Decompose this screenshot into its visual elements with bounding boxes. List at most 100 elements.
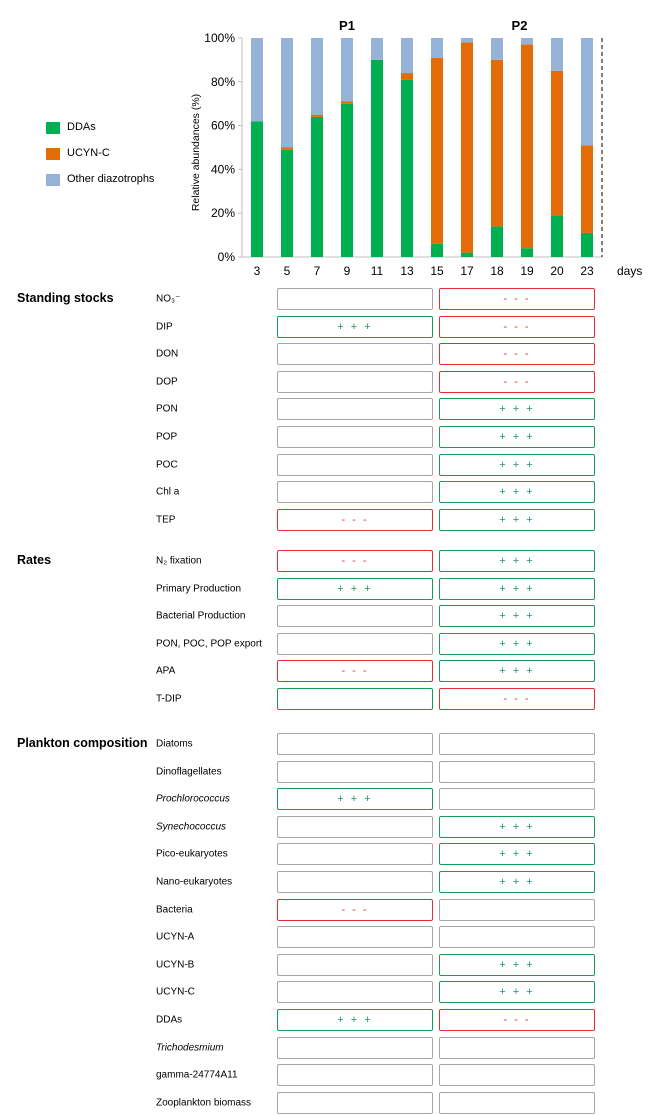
bar-ucyn-c-day-17 xyxy=(461,42,473,253)
legend-label: Other diazotrophs xyxy=(67,173,155,185)
row-label: DIP xyxy=(156,321,173,333)
row-label: Primary Production xyxy=(156,583,242,595)
x-tick-label: 3 xyxy=(254,264,261,278)
bar-ucyn-c-day-5 xyxy=(281,147,293,150)
bar-ddas-day-3 xyxy=(251,121,263,257)
bar-ddas-day-18 xyxy=(491,226,503,257)
bar-other-diazotrophs-day-18 xyxy=(491,38,503,60)
row-label: N₂ fixation xyxy=(156,555,202,567)
x-tick-label: 5 xyxy=(284,264,291,278)
cell-p1 xyxy=(277,1064,433,1086)
cell-p1 xyxy=(277,871,433,893)
cell-p2: + + + xyxy=(439,454,595,476)
cell-p1 xyxy=(277,1092,433,1114)
stacked-bar-chart: 0% 20% 40% 60% 80% 100% Relative abundances (%… xyxy=(190,18,642,278)
y-tick-label: 40% xyxy=(211,162,235,176)
chart-bars xyxy=(251,38,593,258)
cell-p1 xyxy=(277,954,433,976)
x-tick-label: 19 xyxy=(520,264,534,278)
row-label: Chl a xyxy=(156,486,180,498)
section-title: Plankton composition xyxy=(17,736,148,750)
bar-other-diazotrophs-day-5 xyxy=(281,38,293,148)
y-tick-label: 80% xyxy=(211,75,235,89)
cell-p2 xyxy=(439,926,595,948)
cell-p1 xyxy=(277,1037,433,1059)
row-label: Synechococcus xyxy=(156,821,227,833)
bar-ucyn-c-day-18 xyxy=(491,59,503,227)
cell-p2: + + + xyxy=(439,633,595,655)
cell-p1: - - - xyxy=(277,660,433,682)
row-label: UCYN-C xyxy=(156,986,195,998)
legend-swatch xyxy=(46,174,60,186)
row-label: Prochlorococcus xyxy=(156,793,230,805)
bar-ucyn-c-day-20 xyxy=(551,70,563,216)
cell-p2 xyxy=(439,761,595,783)
cell-p2: + + + xyxy=(439,816,595,838)
row-label: Pico-eukaryotes xyxy=(156,848,228,860)
row-label: NO₃⁻ xyxy=(156,293,181,305)
x-tick-label: 9 xyxy=(344,264,351,278)
row-label: Bacteria xyxy=(156,904,193,916)
bar-ucyn-c-day-13 xyxy=(401,73,413,80)
row-label: T-DIP xyxy=(156,693,182,705)
bar-other-diazotrophs-day-17 xyxy=(461,38,473,43)
bar-ucyn-c-day-15 xyxy=(431,57,443,244)
row-label: Dinoflagellates xyxy=(156,766,222,778)
cell-p2: + + + xyxy=(439,398,595,420)
row-label: PON xyxy=(156,403,178,415)
x-tick-label: 20 xyxy=(550,264,564,278)
row-label: PON, POC, POP export xyxy=(156,638,262,650)
bar-ucyn-c-day-9 xyxy=(341,101,353,104)
bar-ucyn-c-day-19 xyxy=(521,44,533,249)
cell-p2: - - - xyxy=(439,1009,595,1031)
legend-label: DDAs xyxy=(67,121,96,133)
cell-p1 xyxy=(277,426,433,448)
cell-p1 xyxy=(277,481,433,503)
cell-p2 xyxy=(439,788,595,810)
legend-label: UCYN-C xyxy=(67,147,110,159)
bar-ddas-day-9 xyxy=(341,103,353,257)
row-label: Diatoms xyxy=(156,738,193,750)
row-label: DON xyxy=(156,348,179,360)
cell-p2: + + + xyxy=(439,871,595,893)
row-label: TEP xyxy=(156,514,176,526)
cell-p1 xyxy=(277,343,433,365)
cell-p2 xyxy=(439,1092,595,1114)
cell-p2: + + + xyxy=(439,954,595,976)
period-label: P2 xyxy=(512,18,528,33)
section-title: Rates xyxy=(17,553,52,567)
row-label: Bacterial Production xyxy=(156,610,246,622)
cell-p1 xyxy=(277,454,433,476)
bar-other-diazotrophs-day-19 xyxy=(521,38,533,45)
cell-p2: + + + xyxy=(439,605,595,627)
cell-p1 xyxy=(277,633,433,655)
y-axis-label: Relative abundances (%) xyxy=(190,94,202,211)
x-tick-label: 13 xyxy=(400,264,414,278)
cell-p2: + + + xyxy=(439,426,595,448)
cell-p2 xyxy=(439,733,595,755)
bar-other-diazotrophs-day-15 xyxy=(431,38,443,58)
cell-p2: - - - xyxy=(439,343,595,365)
x-axis-label: days xyxy=(617,264,642,278)
cell-p2: + + + xyxy=(439,843,595,865)
bar-other-diazotrophs-day-9 xyxy=(341,38,353,102)
chart-text: 0% 20% 40% 60% 80% 100% Relative abundances (%… xyxy=(190,18,642,278)
row-label: Zooplankton biomass xyxy=(156,1097,252,1109)
cell-p1 xyxy=(277,288,433,310)
cell-p2 xyxy=(439,1037,595,1059)
bar-other-diazotrophs-day-3 xyxy=(251,38,263,122)
bar-ddas-day-19 xyxy=(521,248,533,257)
bar-other-diazotrophs-day-13 xyxy=(401,38,413,74)
x-tick-label: 17 xyxy=(460,264,474,278)
bar-other-diazotrophs-day-23 xyxy=(581,38,593,146)
cell-p1 xyxy=(277,605,433,627)
cell-p1 xyxy=(277,981,433,1003)
cell-p2: + + + xyxy=(439,481,595,503)
period-label: P1 xyxy=(339,18,355,33)
y-tick-label: 20% xyxy=(211,206,235,220)
cell-p2: - - - xyxy=(439,288,595,310)
cell-p1 xyxy=(277,843,433,865)
bar-ddas-day-11 xyxy=(371,59,383,258)
row-label: DDAs xyxy=(156,1014,183,1026)
cell-p1 xyxy=(277,398,433,420)
